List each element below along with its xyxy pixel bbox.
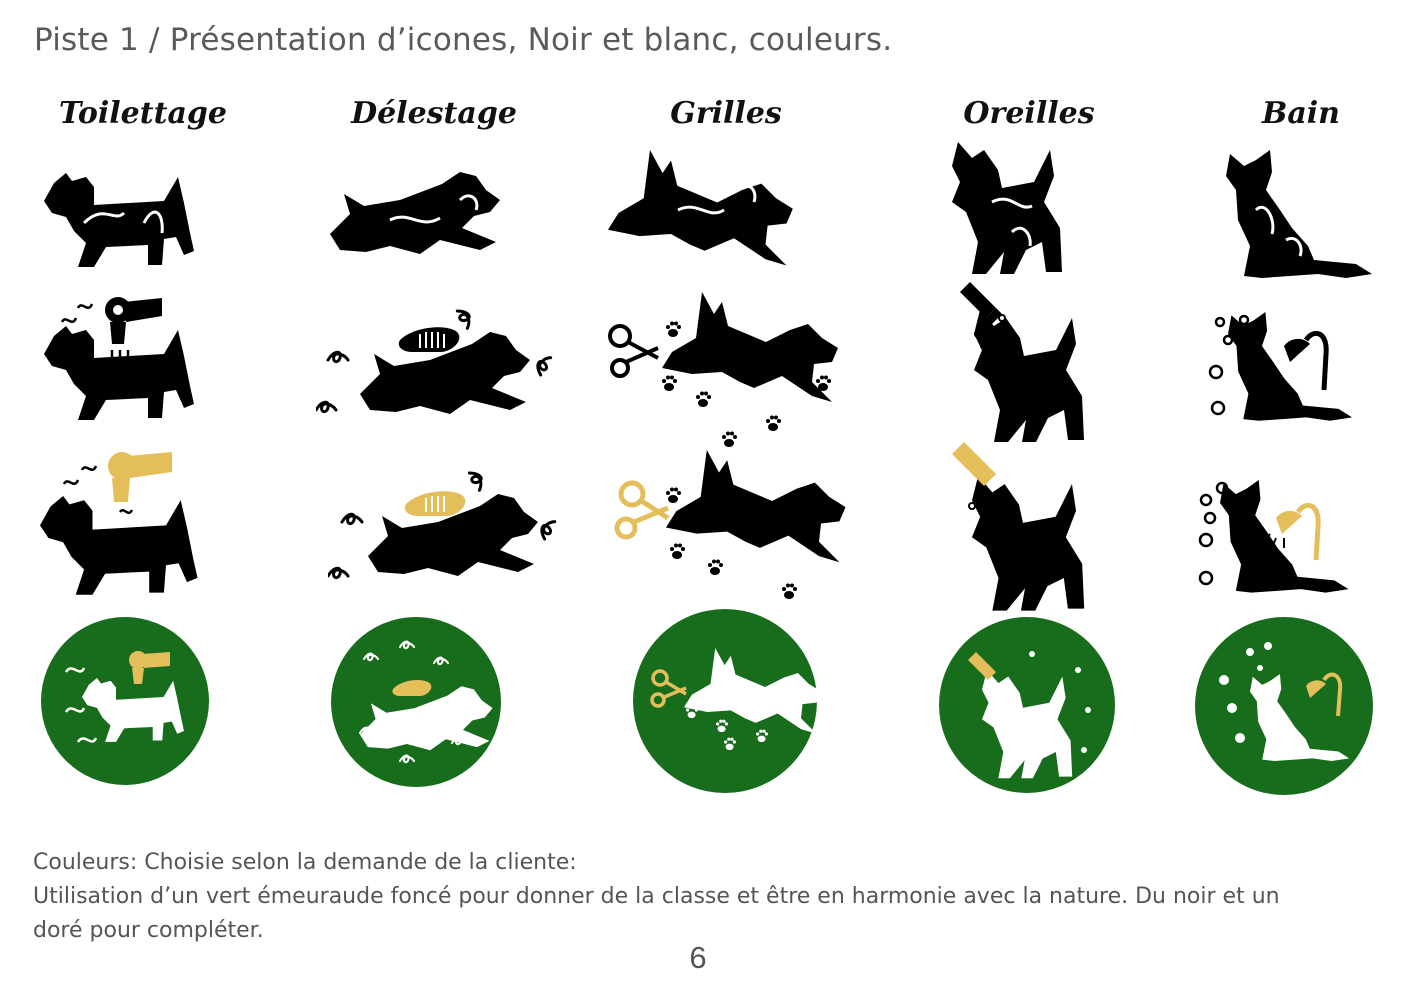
green-badge-bain [1195, 617, 1373, 795]
dog-silhouette-grilles [608, 150, 793, 266]
green-badge-delestage [331, 617, 501, 787]
brush-icon [398, 327, 460, 352]
hair-dryer-icon [105, 297, 162, 344]
green-badge-oreilles [939, 617, 1115, 793]
column-label-toilettage: Toilettage [59, 96, 227, 131]
footer-line-2: Utilisation d’un vert émeuraude foncé po… [33, 884, 1280, 909]
dog-shower-gold-bain [1198, 480, 1349, 593]
green-badge-grilles [633, 609, 818, 793]
dog-scissors-bw-grilles [608, 292, 838, 431]
ear-drop-bottle-icon [960, 282, 1002, 324]
footer-description: Couleurs: Choisie selon la demande de la… [33, 846, 1393, 948]
brush-icon [392, 680, 432, 696]
shower-head-icon [1306, 672, 1343, 717]
page-title: Piste 1 / Présentation d’icones, Noir et… [34, 22, 893, 58]
column-label-oreilles: Oreilles [963, 96, 1095, 131]
dog-brush-gold-delestage [328, 467, 558, 580]
dog-silhouette-bain [1226, 150, 1372, 278]
dog-dryer-gold-toilettage [40, 452, 198, 595]
hair-dryer-icon [108, 452, 172, 502]
ear-drop-bottle-icon [968, 652, 996, 680]
scissors-icon [608, 324, 659, 378]
column-label-bain: Bain [1261, 96, 1340, 131]
footer-line-3: doré pour compléter. [33, 918, 264, 943]
dog-shower-bw-bain [1208, 312, 1353, 421]
dog-dryer-bw-toilettage [44, 297, 194, 420]
ear-drop-bottle-icon [952, 442, 996, 486]
column-label-delestage: Délestage [351, 96, 517, 131]
column-label-grilles: Grilles [670, 96, 782, 131]
dog-ear-drops-gold-oreilles [952, 442, 1085, 611]
green-badge-toilettage [41, 617, 209, 785]
scissors-icon [614, 480, 670, 540]
brush-icon [404, 491, 466, 516]
dog-silhouette-toilettage [44, 173, 194, 267]
page-number: 6 [689, 940, 707, 975]
dog-silhouette-oreilles [952, 142, 1062, 274]
hair-dryer-icon [129, 651, 170, 684]
footer-line-1: Couleurs: Choisie selon la demande de la… [33, 850, 577, 875]
dog-scissors-gold-grilles [614, 431, 846, 599]
dog-silhouette-delestage [330, 172, 500, 254]
shower-head-icon [1263, 502, 1321, 561]
shower-head-icon [1284, 330, 1329, 391]
dog-ear-drops-bw-oreilles [960, 282, 1084, 442]
scissors-icon [650, 669, 687, 708]
dog-brush-bw-delestage [316, 305, 554, 414]
